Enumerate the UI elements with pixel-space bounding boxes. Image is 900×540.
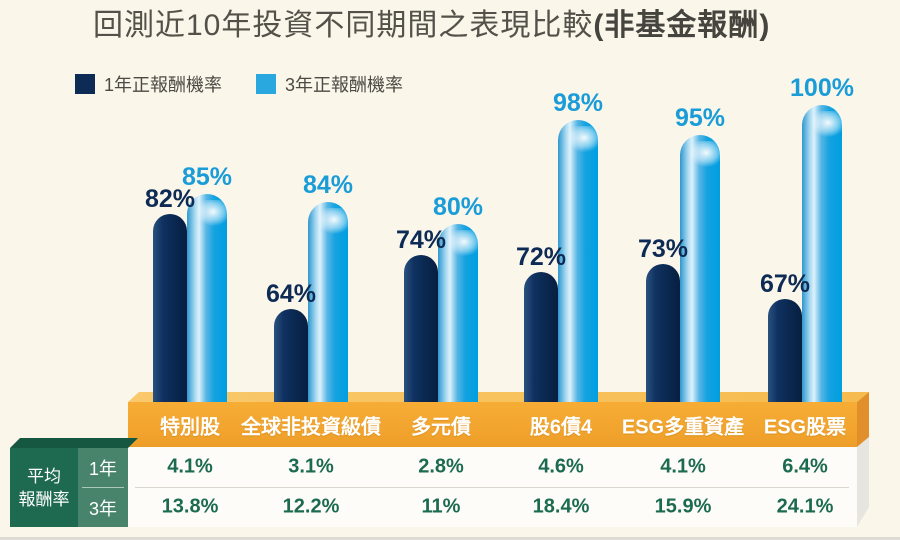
bar-1yr	[404, 255, 438, 402]
bar-1yr	[153, 214, 187, 402]
title-emphasis: (非基金報酬)	[593, 9, 771, 42]
bar-value-label-1yr: 73%	[637, 235, 689, 263]
category-band-right-face	[857, 392, 869, 447]
table-header-line1: 平均	[27, 466, 61, 486]
table-cell: 4.6%	[538, 455, 584, 478]
table-cell: 2.8%	[418, 455, 464, 478]
category-band-top-face	[128, 392, 869, 402]
bar-gloss-highlight	[567, 126, 602, 152]
bar-gloss-highlight	[317, 208, 352, 234]
bar-3yr	[558, 120, 602, 402]
bar-value-label-3yr: 98%	[552, 89, 604, 117]
legend: 1年正報酬機率 3年正報酬機率	[75, 71, 427, 97]
bar-1yr	[274, 309, 308, 402]
legend-swatch-3yr-icon	[256, 74, 277, 94]
bar-value-label-1yr: 67%	[759, 270, 811, 298]
table-cell: 3.1%	[288, 455, 334, 478]
bar-3yr	[680, 135, 724, 402]
category-label: ESG股票	[763, 416, 847, 439]
table-header-box: 平均 報酬率	[10, 448, 78, 527]
table-cell: 12.2%	[282, 495, 340, 518]
category-label: 全球非投資級債	[241, 416, 381, 439]
bar-3yr	[802, 105, 846, 402]
bar-value-label-3yr: 80%	[432, 193, 484, 221]
bar-1yr	[768, 299, 802, 402]
table-cell: 15.9%	[654, 495, 712, 518]
header-box-top-face	[10, 438, 138, 448]
bar-gloss-highlight	[689, 141, 724, 167]
bar-value-label-3yr: 85%	[181, 163, 233, 191]
bar-1yr	[646, 264, 680, 402]
bar-value-label-1yr: 72%	[515, 243, 567, 271]
bar-value-label-1yr: 74%	[395, 226, 447, 254]
table-cell: 13.8%	[161, 495, 219, 518]
bar-gloss-highlight	[447, 230, 482, 256]
bottom-border	[0, 537, 900, 540]
category-label: ESG多重資產	[621, 416, 745, 439]
bar-1yr	[524, 272, 558, 402]
bar-value-label-3yr: 84%	[302, 171, 354, 199]
title-main: 回測近10年投資不同期間之表現比較	[93, 9, 594, 42]
legend-label-1yr: 1年正報酬機率	[104, 75, 223, 95]
legend-item-3yr: 3年正報酬機率	[256, 71, 403, 97]
bar-value-label-1yr: 82%	[144, 185, 196, 213]
table-row-divider	[135, 487, 849, 488]
category-label: 多元債	[411, 416, 471, 439]
table-cell: 6.4%	[782, 455, 828, 478]
bar-3yr	[438, 224, 482, 402]
row-label-1yr: 1年	[88, 458, 117, 479]
table-header-line2: 報酬率	[18, 489, 70, 509]
legend-label-3yr: 3年正報酬機率	[285, 75, 404, 95]
bar-3yr	[308, 202, 352, 402]
row-label-3yr: 3年	[88, 498, 117, 519]
page-title: 回測近10年投資不同期間之表現比較(非基金報酬)	[93, 7, 770, 45]
bar-value-label-3yr: 95%	[674, 104, 726, 132]
legend-swatch-1yr-icon	[75, 74, 95, 94]
table-cell: 4.1%	[660, 455, 706, 478]
category-band	[128, 402, 857, 447]
table-right-face	[857, 437, 869, 527]
bar-value-label-3yr: 100%	[790, 74, 854, 102]
bar-gloss-highlight	[196, 200, 231, 226]
bar-gloss-highlight	[811, 111, 846, 137]
bar-3yr	[187, 194, 231, 402]
row-label-divider	[82, 487, 124, 488]
table-cell: 24.1%	[776, 495, 834, 518]
table-cell: 18.4%	[532, 495, 590, 518]
legend-item-1yr: 1年正報酬機率	[75, 71, 222, 97]
table-cell: 11%	[421, 495, 461, 518]
category-label: 特別股	[160, 416, 220, 439]
bar-value-label-1yr: 64%	[265, 280, 317, 308]
category-label: 股6債4	[529, 416, 593, 439]
table-cell: 4.1%	[167, 455, 213, 478]
